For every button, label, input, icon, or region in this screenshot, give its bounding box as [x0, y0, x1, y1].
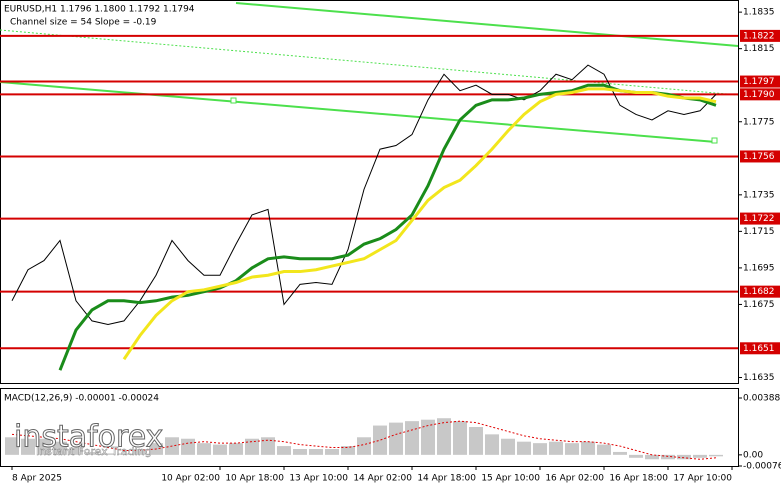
- macd-bar: [261, 437, 275, 455]
- macd-bar: [453, 421, 467, 455]
- level-tag: [740, 212, 780, 225]
- level-tag: [740, 342, 780, 355]
- level-tag: [740, 29, 780, 42]
- macd-bar: [277, 446, 291, 455]
- level-label: 1.1651: [743, 344, 775, 354]
- level-tag: [740, 88, 780, 101]
- y-tick-label: 1.1775: [743, 117, 775, 127]
- macd-bar: [325, 449, 339, 455]
- macd-bar: [197, 443, 211, 455]
- macd-bar: [597, 444, 611, 455]
- macd-bar: [661, 454, 675, 460]
- macd-bar: [357, 437, 371, 455]
- x-tick-label: 16 Apr 18:00: [609, 474, 668, 484]
- macd-bar: [69, 447, 83, 455]
- macd-bar: [565, 443, 579, 455]
- x-tick-label: 8 Apr 2025: [12, 474, 62, 484]
- price-line: [11, 64, 717, 326]
- level-tag: [740, 285, 780, 298]
- macd-bar: [629, 454, 643, 458]
- y-tick-label: 0.00: [743, 450, 763, 460]
- channel-line: [0, 29, 739, 96]
- x-tick-label: 14 Apr 02:00: [353, 474, 412, 484]
- macd-bar: [613, 451, 627, 455]
- x-tick-label: 10 Apr 02:00: [161, 474, 220, 484]
- y-tick-label: 1.1835: [743, 8, 775, 18]
- macd-bar: [373, 425, 387, 455]
- macd-bar: [709, 454, 723, 457]
- macd-bar: [517, 441, 531, 455]
- chart-title: EURUSD,H1 1.1796 1.1800 1.1792 1.1794: [4, 5, 195, 15]
- macd-bar: [389, 422, 403, 455]
- macd-bar: [53, 441, 67, 455]
- channel-anchor: [230, 97, 237, 104]
- x-tick-label: 15 Apr 10:00: [481, 474, 540, 484]
- macd-bar: [533, 443, 547, 455]
- x-tick-label: 14 Apr 18:00: [417, 474, 476, 484]
- macd-bar: [469, 427, 483, 455]
- macd-bar: [293, 449, 307, 455]
- macd-bar: [37, 438, 51, 455]
- y-tick-label: 1.1715: [743, 227, 775, 237]
- y-tick-label: 1.1675: [743, 300, 775, 310]
- brand-tagline: Instant Forex Trading: [36, 445, 152, 458]
- macd-bar: [581, 441, 595, 455]
- macd-bar: [229, 443, 243, 455]
- macd-bar: [341, 446, 355, 455]
- level-label: 1.1682: [743, 287, 775, 297]
- macd-bar: [117, 453, 131, 455]
- macd-bar: [21, 438, 35, 455]
- macd-bar: [693, 454, 707, 458]
- macd-bar: [101, 453, 115, 455]
- y-tick-label: 1.1635: [743, 373, 775, 383]
- plot-layer: 1.1835 1.1815 1.1775 1.1735 1.1715 1.1695 1.16…: [0, 8, 781, 484]
- macd-bar: [133, 449, 147, 455]
- y-tick-label: 1.1815: [743, 44, 775, 54]
- macd-bar: [309, 449, 323, 455]
- x-tick-label: 17 Apr 10:00: [673, 474, 732, 484]
- level-label: 1.1790: [743, 90, 775, 100]
- macd-bar: [421, 419, 435, 455]
- channel-line: [235, 2, 739, 47]
- level-label: 1.1797: [743, 77, 775, 87]
- x-tick-label: 13 Apr 10:00: [289, 474, 348, 484]
- macd-bar: [181, 438, 195, 455]
- macd-bar: [501, 438, 515, 455]
- chart-subtitle: Channel size = 54 Slope = -0.19: [10, 18, 157, 28]
- level-tag: [740, 75, 780, 88]
- macd-bar: [405, 421, 419, 455]
- macd-bar: [245, 438, 259, 455]
- macd-bar: [213, 444, 227, 455]
- macd-bar: [645, 454, 659, 460]
- price-panel: [0, 0, 739, 384]
- macd-bar: [5, 437, 19, 455]
- brand-name: instaforex: [14, 420, 163, 455]
- channel-anchor: [711, 137, 718, 144]
- macd-bar: [85, 451, 99, 455]
- price-line: [122, 87, 717, 361]
- channel-line: [0, 81, 717, 143]
- y-tick-label: 1.1695: [743, 263, 775, 273]
- macd-bar: [677, 454, 691, 460]
- level-label: 1.1756: [743, 152, 775, 162]
- macd-title: MACD(12,26,9) -0.00001 -0.00024: [4, 394, 159, 404]
- price-line: [58, 83, 717, 371]
- level-tag: [740, 150, 780, 163]
- macd-bar: [485, 434, 499, 455]
- x-tick-label: 16 Apr 02:00: [545, 474, 604, 484]
- level-label: 1.1722: [743, 214, 775, 224]
- y-tick-label: 0.00388: [743, 394, 780, 404]
- macd-bar: [437, 418, 451, 455]
- x-tick-label: 10 Apr 18:00: [225, 474, 284, 484]
- y-tick-label: -0.00076: [743, 462, 781, 472]
- y-tick-label: 1.1735: [743, 190, 775, 200]
- level-label: 1.1822: [743, 31, 775, 41]
- macd-bar: [549, 441, 563, 455]
